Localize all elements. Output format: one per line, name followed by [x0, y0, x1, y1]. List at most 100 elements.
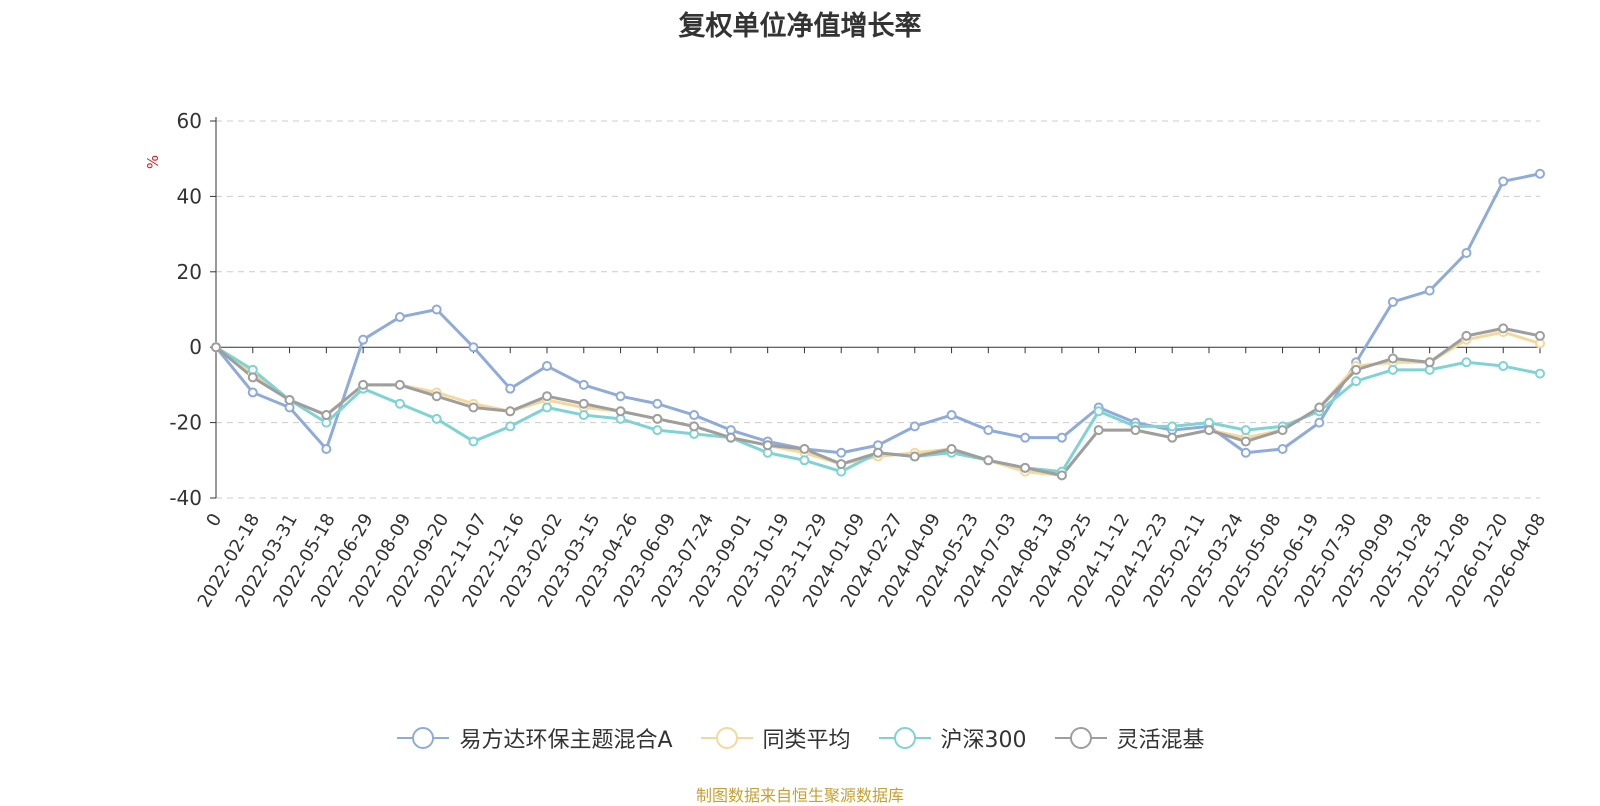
data-point-0 [1056, 432, 1067, 443]
data-point-0 [1387, 296, 1398, 307]
y-tick-label: 0 [189, 335, 202, 359]
data-point-3 [1314, 402, 1325, 413]
y-tick-label: 20 [177, 260, 202, 284]
data-point-3 [799, 443, 810, 454]
data-point-0 [946, 410, 957, 421]
data-point-0 [909, 421, 920, 432]
data-point-0 [1020, 432, 1031, 443]
data-point-3 [1424, 357, 1435, 368]
data-point-2 [1387, 364, 1398, 375]
data-point-3 [983, 455, 994, 466]
data-point-3 [1461, 330, 1472, 341]
data-point-0 [505, 383, 516, 394]
data-point-3 [1204, 425, 1214, 436]
data-point-3 [542, 391, 552, 402]
data-point-2 [505, 421, 516, 432]
data-point-2 [1461, 357, 1472, 368]
data-point-2 [1167, 421, 1178, 432]
data-point-0 [431, 304, 442, 315]
data-point-3 [946, 443, 957, 454]
source-note: 制图数据来自恒生聚源数据库 [695, 786, 904, 805]
data-point-3 [578, 398, 589, 409]
legend-marker-icon [700, 727, 753, 749]
data-point-2 [468, 436, 479, 447]
legend-marker-icon [1054, 727, 1107, 749]
data-point-0 [983, 425, 994, 436]
y-axis-unit: % [144, 155, 162, 169]
data-point-0 [358, 334, 369, 345]
chart-title: 复权单位净值增长率 [678, 11, 922, 42]
data-point-3 [284, 394, 295, 405]
y-tick-label: -40 [169, 486, 202, 510]
data-point-3 [652, 413, 663, 424]
legend-marker-icon [397, 727, 450, 749]
data-point-3 [1130, 425, 1141, 436]
data-point-3 [1020, 462, 1031, 473]
data-point-2 [1498, 361, 1509, 372]
legend-label: 沪深300 [940, 728, 1027, 753]
data-point-0 [615, 391, 626, 402]
data-point-2 [799, 455, 810, 466]
data-point-3 [1240, 436, 1251, 447]
legend-label: 易方达环保主题混合A [459, 728, 673, 753]
data-point-0 [1461, 247, 1472, 258]
data-point-2 [431, 413, 442, 424]
data-point-0 [321, 443, 332, 454]
data-point-0 [578, 379, 589, 390]
data-point-3 [358, 379, 369, 390]
data-point-3 [1167, 432, 1178, 443]
data-point-2 [1535, 368, 1545, 379]
data-point-2 [1351, 376, 1362, 387]
data-point-3 [689, 421, 700, 432]
data-point-3 [1351, 364, 1362, 375]
data-point-3 [615, 406, 626, 417]
y-tick-label: -20 [169, 411, 202, 435]
legend-item-0[interactable]: 易方达环保主题混合A [395, 722, 673, 754]
data-point-3 [468, 402, 479, 413]
y-tick-label: 60 [177, 109, 202, 133]
data-point-0 [1314, 417, 1325, 428]
data-point-3 [321, 410, 332, 421]
data-point-0 [652, 398, 663, 409]
data-point-3 [1498, 323, 1509, 334]
data-point-3 [431, 391, 442, 402]
legend-marker-icon [878, 727, 931, 749]
data-point-0 [1240, 447, 1251, 458]
legend-item-1[interactable]: 同类平均 [699, 722, 851, 754]
data-point-3 [909, 451, 920, 462]
legend-item-2[interactable]: 沪深300 [877, 722, 1027, 754]
data-point-3 [211, 342, 221, 353]
data-point-2 [578, 410, 589, 421]
legend-label: 同类平均 [762, 728, 851, 753]
data-point-2 [394, 398, 405, 409]
data-point-0 [836, 447, 847, 458]
data-point-0 [1277, 443, 1288, 454]
data-point-3 [762, 440, 773, 451]
data-point-0 [542, 361, 552, 372]
data-point-3 [1387, 353, 1398, 364]
data-point-2 [1240, 425, 1251, 436]
data-point-2 [652, 425, 663, 436]
data-point-3 [247, 372, 258, 383]
data-point-0 [468, 342, 479, 353]
data-point-3 [836, 459, 847, 470]
data-point-0 [247, 387, 258, 398]
data-point-3 [873, 447, 883, 458]
data-point-0 [1535, 168, 1545, 179]
data-point-0 [394, 312, 405, 323]
data-point-2 [542, 402, 552, 413]
data-point-3 [725, 432, 736, 443]
data-point-3 [1093, 425, 1104, 436]
legend: 易方达环保主题混合A 同类平均 沪深300 灵活混基 [0, 722, 1600, 754]
data-point-3 [394, 379, 405, 390]
data-point-3 [1535, 330, 1545, 341]
data-point-3 [1277, 425, 1288, 436]
data-point-0 [1424, 285, 1435, 296]
data-point-3 [505, 406, 516, 417]
legend-item-3[interactable]: 灵活混基 [1053, 722, 1205, 754]
data-point-3 [1056, 470, 1067, 481]
legend-label: 灵活混基 [1116, 728, 1205, 753]
y-tick-label: 40 [177, 184, 202, 208]
